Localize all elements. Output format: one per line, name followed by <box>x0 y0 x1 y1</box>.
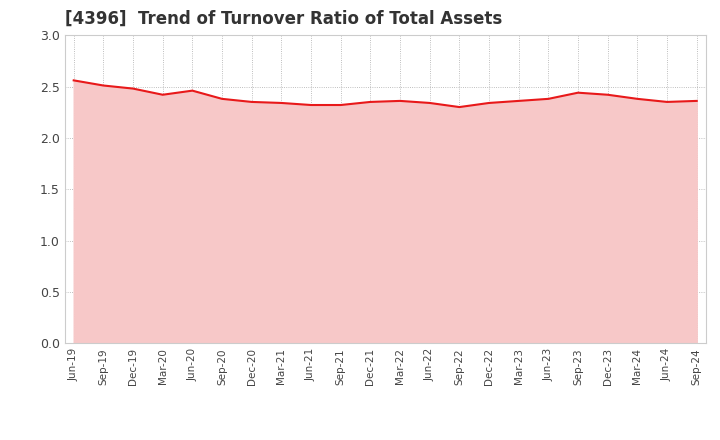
Text: [4396]  Trend of Turnover Ratio of Total Assets: [4396] Trend of Turnover Ratio of Total … <box>65 10 502 28</box>
